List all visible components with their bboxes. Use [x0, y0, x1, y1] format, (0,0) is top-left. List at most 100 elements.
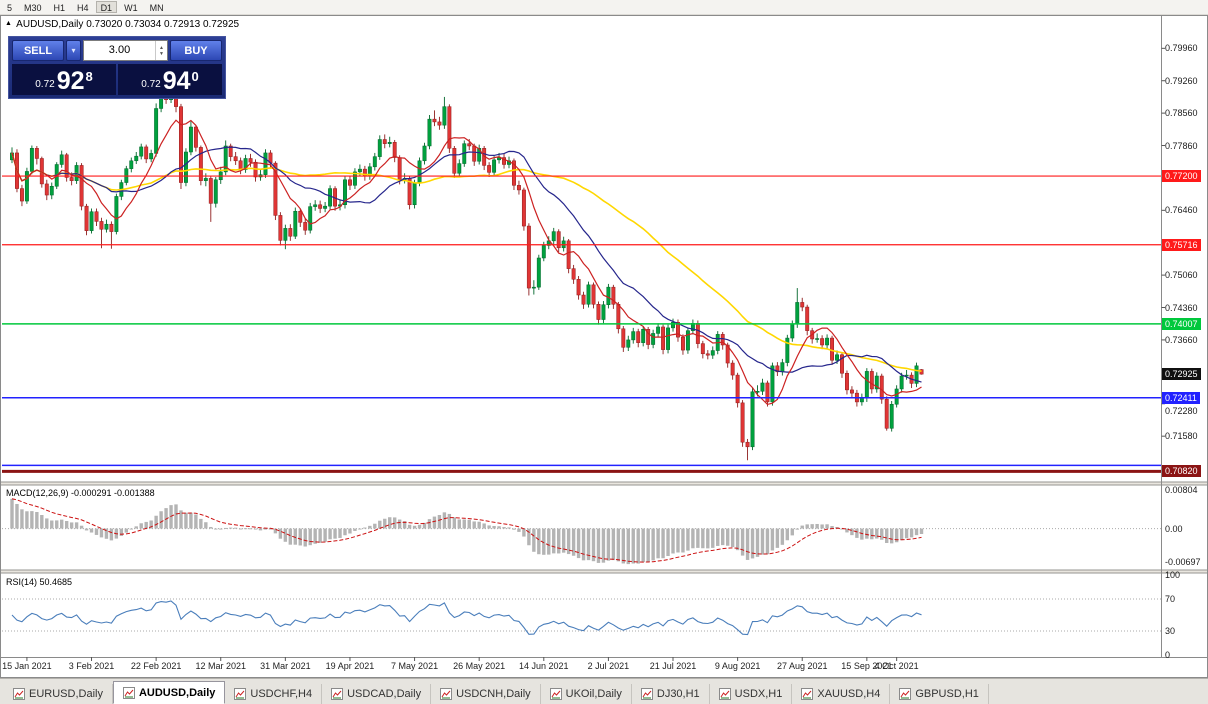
rsi-axis-label: 100: [1165, 570, 1181, 580]
chart-tab-label: XAUUSD,H4: [817, 688, 881, 700]
chart-tab-label: AUDUSD,Daily: [138, 686, 216, 699]
price-axis-tick: 0.75060: [1165, 270, 1198, 281]
sell-price-point: 8: [85, 69, 93, 84]
mini-chart-icon: [440, 688, 453, 700]
mini-chart-icon: [549, 688, 562, 700]
timeframe-toolbar: 5 M30 H1 H4 D1 W1 MN: [0, 0, 1208, 15]
chart-symbol-period: AUDUSD,Daily: [16, 19, 84, 30]
mini-chart-icon: [801, 688, 814, 700]
date-axis-label: 19 Apr 2021: [325, 661, 375, 671]
date-axis-label: 3 Feb 2021: [68, 661, 115, 671]
chart-tab-label: EURUSD,Daily: [29, 688, 103, 700]
buy-button[interactable]: BUY: [170, 40, 222, 61]
chart-tab-usdcnh[interactable]: USDCNH,Daily: [431, 684, 541, 704]
rsi-line: [11, 600, 922, 636]
one-click-trading-panel: SELL ▾ 3.00 ▲ ▼ BUY 0.72 92 8: [8, 36, 226, 99]
mini-chart-icon: [234, 688, 247, 700]
price-level-tag: 0.74007: [1162, 317, 1201, 330]
chart-tab-usdcad[interactable]: USDCAD,Daily: [322, 684, 432, 704]
chart-tab-label: UKOil,Daily: [565, 688, 622, 700]
timeframe-button-5[interactable]: 5: [2, 1, 17, 13]
macd-label: MACD(12,26,9) -0.000291 -0.001388: [6, 488, 155, 498]
price-level-tag: 0.72411: [1162, 391, 1200, 404]
chart-tab-usdchf[interactable]: USDCHF,H4: [225, 684, 323, 704]
price-axis-tick: 0.76460: [1165, 205, 1198, 216]
rsi-axis-label: 30: [1165, 626, 1176, 636]
date-axis-label: 14 Jun 2021: [519, 661, 569, 671]
volume-spin-buttons[interactable]: ▲ ▼: [155, 41, 167, 60]
macd-signal-line: [11, 498, 922, 563]
price-axis-tick: 0.79260: [1165, 75, 1198, 86]
chart-tab-usdx[interactable]: USDX,H1: [710, 684, 793, 704]
rsi-axis-label: 70: [1165, 594, 1176, 604]
buy-price-display[interactable]: 0.72 94 0: [118, 64, 222, 95]
chart-tab-label: DJ30,H1: [656, 688, 700, 700]
price-axis-tick: 0.73660: [1165, 334, 1198, 345]
volume-increase-icon[interactable]: ▲: [159, 44, 164, 51]
timeframe-button-d1[interactable]: D1: [95, 1, 118, 13]
date-axis-label: 2 Jul 2021: [587, 661, 630, 671]
chart-canvas[interactable]: [0, 15, 1208, 678]
indicator-group: [2, 498, 1162, 636]
price-axis-tick: 0.72280: [1165, 405, 1198, 416]
date-axis-label: 21 Jul 2021: [649, 661, 697, 671]
date-axis-label: 12 Mar 2021: [195, 661, 247, 671]
mini-chart-icon: [122, 686, 135, 699]
macd-axis-label: -0.00697: [1165, 557, 1201, 567]
chart-tab-gbpusd[interactable]: GBPUSD,H1: [890, 684, 989, 704]
price-level-tag: 0.77200: [1162, 170, 1201, 183]
chart-tab-label: USDX,H1: [734, 688, 783, 700]
sell-button[interactable]: SELL: [12, 40, 64, 61]
timeframe-button-m30[interactable]: M30: [19, 1, 47, 13]
price-axis-tick: 0.79960: [1165, 43, 1198, 54]
price-axis-tick: 0.78560: [1165, 108, 1198, 119]
price-axis-tick: 0.74360: [1165, 302, 1198, 313]
chart-tab-ukoil[interactable]: UKOil,Daily: [541, 684, 632, 704]
date-axis-label: 26 May 2021: [453, 661, 506, 671]
chart-tab-xauusd[interactable]: XAUUSD,H4: [792, 684, 891, 704]
chart-tab-audusd[interactable]: AUDUSD,Daily: [112, 681, 226, 704]
hlines-group: [2, 175, 1162, 473]
timeframe-button-mn[interactable]: MN: [145, 1, 169, 13]
trade-prices-row: 0.72 92 8 0.72 94 0: [12, 64, 222, 95]
chart-tab-dj30[interactable]: DJ30,H1: [632, 684, 710, 704]
date-axis-label: 7 May 2021: [391, 661, 439, 671]
volume-value[interactable]: 3.00: [108, 44, 131, 56]
volume-decrease-icon[interactable]: ▼: [159, 50, 164, 57]
price-level-tag: 0.75716: [1162, 238, 1201, 251]
chart-tab-label: USDCNH,Daily: [456, 688, 531, 700]
chart-ohlc-values: 0.73020 0.73034 0.72913 0.72925: [86, 19, 240, 30]
buy-price-pips: 94: [162, 67, 191, 95]
price-level-tag: 0.70820: [1162, 465, 1201, 478]
mini-chart-icon: [718, 688, 731, 700]
buy-price-prefix: 0.72: [141, 79, 161, 90]
timeframe-button-h4[interactable]: H4: [72, 1, 94, 13]
date-axis-label: 15 Sep 2021: [841, 661, 893, 671]
trade-controls-row: SELL ▾ 3.00 ▲ ▼ BUY: [12, 40, 222, 61]
chart-window: ▲ AUDUSD,Daily 0.73020 0.73034 0.72913 0…: [0, 15, 1208, 678]
date-axis-label: 9 Aug 2021: [714, 661, 761, 671]
chart-title: ▲ AUDUSD,Daily 0.73020 0.73034 0.72913 0…: [5, 19, 239, 30]
timeframe-button-w1[interactable]: W1: [119, 1, 143, 13]
rsi-axis-label: 0: [1165, 650, 1171, 660]
chart-tab-label: GBPUSD,H1: [915, 688, 979, 700]
macd-axis-label: 0.00: [1165, 523, 1183, 534]
one-click-toggle-icon[interactable]: ▲: [5, 20, 12, 27]
chart-tab-eurusd[interactable]: EURUSD,Daily: [4, 684, 113, 704]
mini-chart-icon: [13, 688, 25, 700]
date-axis-label: 4 Oct 2021: [874, 661, 919, 671]
volume-dropdown-button[interactable]: ▾: [66, 40, 81, 61]
mini-chart-icon: [331, 688, 344, 700]
chart-tab-label: USDCHF,H4: [250, 688, 313, 700]
timeframe-button-h1[interactable]: H1: [49, 1, 71, 13]
volume-stepper[interactable]: 3.00 ▲ ▼: [83, 40, 168, 61]
date-axis-label: 27 Aug 2021: [776, 661, 828, 671]
rsi-label: RSI(14) 50.4685: [6, 577, 73, 587]
ma-20: [11, 146, 922, 383]
sell-price-display[interactable]: 0.72 92 8: [12, 64, 116, 95]
date-axis-label: 22 Feb 2021: [130, 661, 182, 671]
buy-price-point: 0: [191, 69, 199, 84]
ma-8: [11, 119, 922, 406]
sell-price-prefix: 0.72: [35, 79, 55, 90]
